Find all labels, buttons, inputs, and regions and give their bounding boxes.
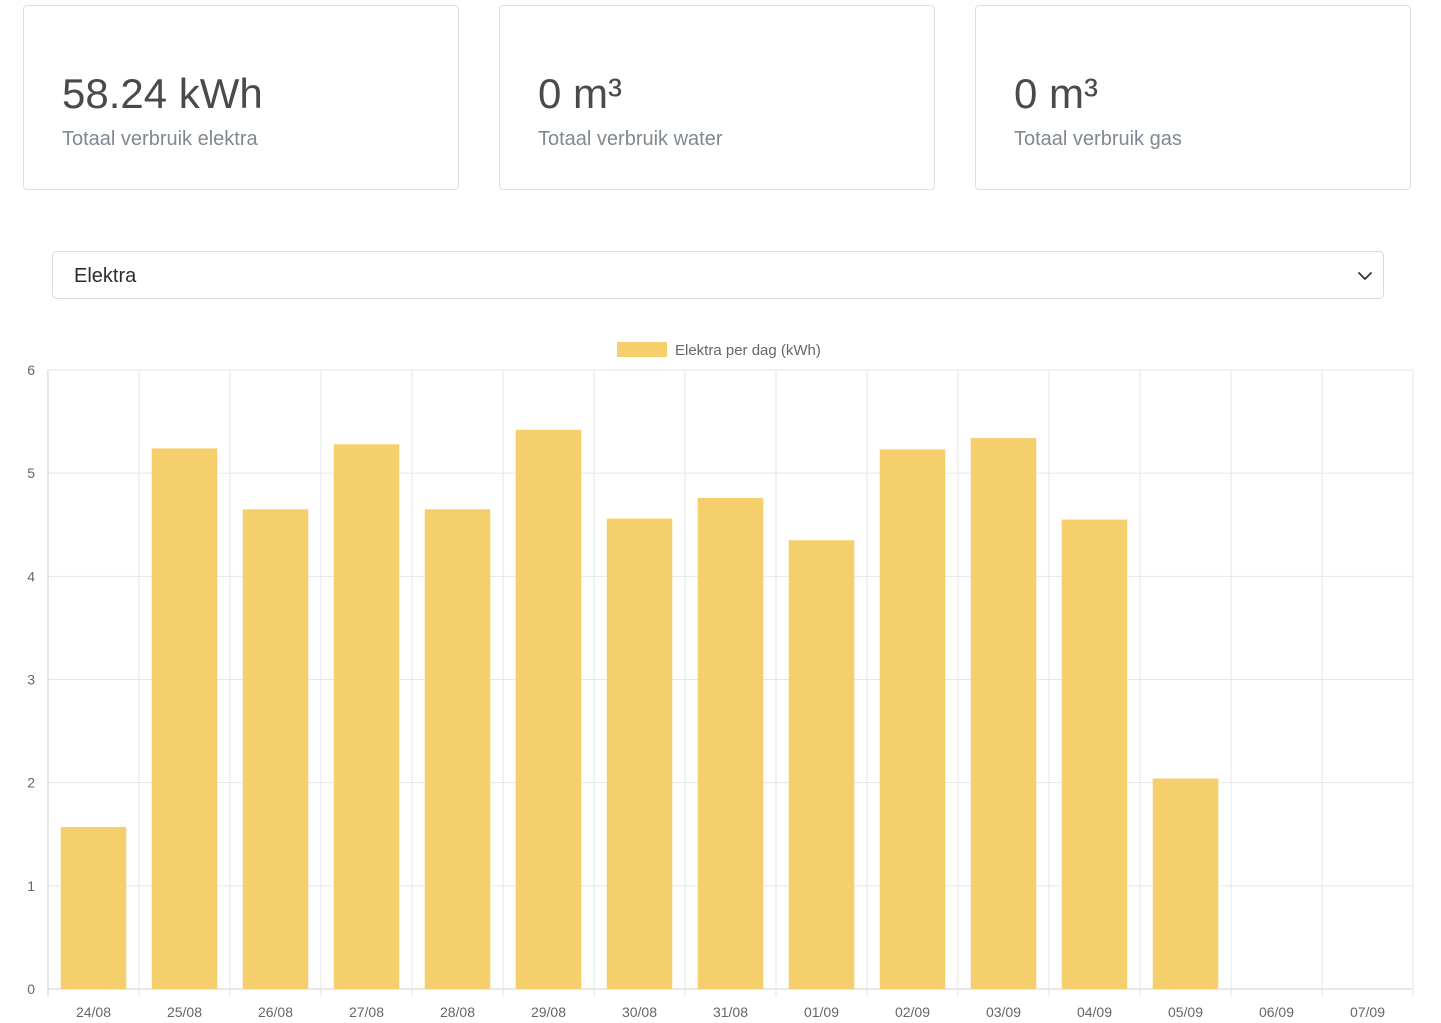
chart-bars	[60, 429, 1219, 990]
bar-04-09[interactable]	[1061, 519, 1128, 989]
card-total-elektra: 58.24 kWh Totaal verbruik elektra	[23, 5, 459, 190]
bar-05-09[interactable]	[1152, 778, 1219, 989]
y-tick-label: 1	[27, 878, 35, 894]
card-label: Totaal verbruik gas	[1014, 128, 1182, 150]
bar-25-08[interactable]	[151, 448, 218, 989]
card-label: Totaal verbruik elektra	[62, 128, 258, 150]
x-tick-label: 02/09	[895, 1004, 930, 1020]
usage-bar-chart: Elektra per dag (kWh) 0 1 2 3 4 5 6 24/08 25/08 2…	[27, 342, 1414, 1020]
y-tick-label: 0	[27, 981, 35, 997]
y-tick-label: 2	[27, 775, 35, 791]
card-value: 58.24 kWh	[62, 70, 263, 117]
y-tick-label: 3	[27, 672, 35, 688]
chart-axes: 0 1 2 3 4 5 6 24/08 25/08 26/08 27/08 28/08 29/08 30/…	[27, 362, 1385, 1020]
x-tick-label: 04/09	[1077, 1004, 1112, 1020]
legend-label: Elektra per dag (kWh)	[675, 342, 821, 359]
x-tick-label: 05/09	[1168, 1004, 1203, 1020]
bar-30-08[interactable]	[606, 518, 673, 989]
bar-29-08[interactable]	[515, 429, 582, 989]
y-tick-label: 5	[27, 465, 35, 481]
bar-01-09[interactable]	[788, 540, 855, 989]
x-tick-label: 26/08	[258, 1004, 293, 1020]
utility-select[interactable]: Elektra	[52, 251, 1384, 299]
bar-28-08[interactable]	[424, 509, 491, 989]
x-tick-label: 24/08	[76, 1004, 111, 1020]
chevron-down-icon	[1358, 272, 1372, 280]
bar-27-08[interactable]	[333, 444, 400, 989]
x-tick-label: 06/09	[1259, 1004, 1294, 1020]
card-total-gas: 0 m³ Totaal verbruik gas	[975, 5, 1411, 190]
chart-grid	[47, 369, 1414, 997]
y-tick-label: 6	[27, 362, 35, 378]
x-tick-label: 31/08	[713, 1004, 748, 1020]
card-value: 0 m³	[1014, 70, 1098, 117]
bar-03-09[interactable]	[970, 438, 1037, 990]
utility-select-value: Elektra	[74, 265, 137, 287]
bar-31-08[interactable]	[697, 497, 764, 989]
x-tick-label: 07/09	[1350, 1004, 1385, 1020]
x-tick-label: 27/08	[349, 1004, 384, 1020]
card-label: Totaal verbruik water	[538, 128, 723, 150]
x-tick-label: 25/08	[167, 1004, 202, 1020]
card-value: 0 m³	[538, 70, 622, 117]
chart-legend[interactable]: Elektra per dag (kWh)	[617, 342, 821, 359]
legend-swatch	[617, 342, 667, 357]
card-total-water: 0 m³ Totaal verbruik water	[499, 5, 935, 190]
bar-02-09[interactable]	[879, 449, 946, 989]
x-tick-label: 03/09	[986, 1004, 1021, 1020]
bar-26-08[interactable]	[242, 509, 309, 989]
x-tick-label: 30/08	[622, 1004, 657, 1020]
x-tick-label: 01/09	[804, 1004, 839, 1020]
bar-24-08[interactable]	[60, 827, 127, 989]
x-tick-label: 29/08	[531, 1004, 566, 1020]
y-tick-label: 4	[27, 568, 35, 584]
x-tick-label: 28/08	[440, 1004, 475, 1020]
